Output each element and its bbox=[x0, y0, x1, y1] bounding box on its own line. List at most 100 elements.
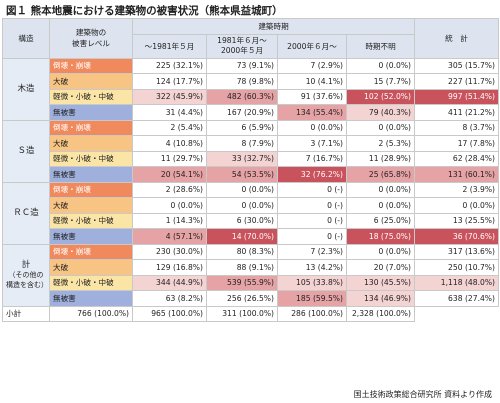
subtotal-label: 小計 bbox=[2, 305, 50, 322]
value-cell: 185 (59.5%) bbox=[277, 290, 347, 307]
value-cell: 63 (8.2%) bbox=[132, 290, 207, 307]
level-cell: 軽微・小破・中破 bbox=[49, 150, 133, 167]
value-cell: 124 (17.7%) bbox=[132, 73, 207, 90]
level-cell: 大破 bbox=[49, 73, 133, 90]
header-period-2: 1981年６月～ 2000年５月 bbox=[206, 33, 278, 59]
value-cell: 4 (57.1%) bbox=[132, 228, 207, 245]
total-cell: 36 (70.6%) bbox=[414, 228, 499, 245]
total-label: 計 bbox=[21, 260, 31, 270]
value-cell: 6 (25.0%) bbox=[346, 212, 415, 229]
value-cell: 79 (40.3%) bbox=[346, 104, 415, 121]
subtotal-cell: 311 (100.0%) bbox=[206, 305, 278, 322]
total-note-line2: 構造を含む） bbox=[6, 281, 48, 289]
value-cell: 102 (52.0%) bbox=[346, 88, 415, 105]
level-cell: 倒壊・崩壊 bbox=[49, 119, 133, 136]
value-cell: 11 (29.7%) bbox=[132, 150, 207, 167]
value-cell: 8 (7.9%) bbox=[206, 135, 278, 152]
value-cell: 0 (-) bbox=[277, 228, 347, 245]
table-row: 軽微・小破・中破 1 (14.3%) 6 (30.0%) 0 (-) 6 (25… bbox=[3, 212, 499, 229]
subtotal-cell: 286 (100.0%) bbox=[277, 305, 347, 322]
subtotal-cell: 2,328 (100.0%) bbox=[346, 305, 415, 322]
level-cell: 軽微・小破・中破 bbox=[49, 212, 133, 229]
total-cell: 411 (21.2%) bbox=[414, 104, 499, 121]
value-cell: 10 (4.1%) bbox=[277, 73, 347, 90]
level-cell: 大破 bbox=[49, 135, 133, 152]
value-cell: 2 (5.3%) bbox=[346, 135, 415, 152]
level-cell: 軽微・小破・中破 bbox=[49, 88, 133, 105]
table-row: 大破 124 (17.7%) 78 (9.8%) 10 (4.1%) 15 (7… bbox=[3, 73, 499, 90]
value-cell: 54 (53.5%) bbox=[206, 166, 278, 183]
total-note-line1: （その他の bbox=[8, 271, 44, 279]
total-cell: 0 (0.0%) bbox=[414, 197, 499, 214]
value-cell: 225 (32.1%) bbox=[132, 57, 207, 74]
value-cell: 0 (0.0%) bbox=[206, 197, 278, 214]
table-row: Ｓ造 倒壊・崩壊 2 (5.4%) 6 (5.9%) 0 (0.0%) 0 (0… bbox=[2, 119, 499, 183]
table-row: 計 （その他の 構造を含む） 倒壊・崩壊 230 (30.0%) 80 (8.3… bbox=[2, 243, 499, 307]
value-cell: 130 (45.5%) bbox=[346, 274, 415, 291]
level-cell: 大破 bbox=[49, 197, 133, 214]
value-cell: 14 (70.0%) bbox=[206, 228, 278, 245]
value-cell: 78 (9.8%) bbox=[206, 73, 278, 90]
value-cell: 88 (9.1%) bbox=[206, 259, 278, 276]
table-row: 木造 倒壊・崩壊 225 (32.1%) 73 (9.1%) 7 (2.9%) … bbox=[2, 57, 499, 121]
total-cell: 997 (51.4%) bbox=[414, 88, 499, 105]
total-cell: 317 (13.6%) bbox=[414, 243, 499, 260]
total-cell: 17 (7.8%) bbox=[414, 135, 499, 152]
value-cell: 230 (30.0%) bbox=[132, 243, 207, 260]
value-cell: 105 (33.8%) bbox=[277, 274, 347, 291]
value-cell: 256 (26.5%) bbox=[206, 290, 278, 307]
value-cell: 25 (65.8%) bbox=[346, 166, 415, 183]
value-cell: 1 (14.3%) bbox=[132, 212, 207, 229]
value-cell: 2 (28.6%) bbox=[132, 181, 207, 198]
value-cell: 0 (0.0%) bbox=[277, 119, 347, 136]
level-cell: 大破 bbox=[49, 259, 133, 276]
total-cell: 638 (27.4%) bbox=[414, 290, 499, 307]
level-cell: 倒壊・崩壊 bbox=[49, 243, 133, 260]
subtotal-row: 小計 766 (100.0%) 965 (100.0%) 311 (100.0%… bbox=[2, 305, 499, 322]
total-cell: 13 (25.5%) bbox=[414, 212, 499, 229]
source-note: 国土技術政策総合研究所 資料より作成 bbox=[353, 390, 492, 399]
header-p2-line1: 1981年６月～ bbox=[217, 36, 267, 45]
value-cell: 20 (7.0%) bbox=[346, 259, 415, 276]
damage-table: 構造 建築物の 被害レベル 建築時期 統 計 ～1981年５月 1981年６月～… bbox=[2, 18, 499, 322]
value-cell: 7 (2.3%) bbox=[277, 243, 347, 260]
value-cell: 0 (0.0%) bbox=[346, 243, 415, 260]
level-cell: 無被害 bbox=[49, 228, 133, 245]
total-cell: 227 (11.7%) bbox=[414, 73, 499, 90]
value-cell: 18 (75.0%) bbox=[346, 228, 415, 245]
header-p2-line2: 2000年５月 bbox=[220, 46, 264, 55]
table-row: 大破 129 (16.8%) 88 (9.1%) 13 (4.2%) 20 (7… bbox=[3, 259, 499, 276]
total-cell: 1,118 (48.0%) bbox=[414, 274, 499, 291]
value-cell: 0 (0.0%) bbox=[346, 119, 415, 136]
value-cell: 0 (-) bbox=[277, 197, 347, 214]
value-cell: 91 (37.6%) bbox=[277, 88, 347, 105]
table-row: 軽微・小破・中破 344 (44.9%) 539 (55.9%) 105 (33… bbox=[3, 274, 499, 291]
value-cell: 344 (44.9%) bbox=[132, 274, 207, 291]
value-cell: 6 (30.0%) bbox=[206, 212, 278, 229]
table-row: 無被害 4 (57.1%) 14 (70.0%) 0 (-) 18 (75.0%… bbox=[3, 228, 499, 245]
value-cell: 0 (-) bbox=[277, 212, 347, 229]
subtotal-cell: 965 (100.0%) bbox=[132, 305, 207, 322]
value-cell: 129 (16.8%) bbox=[132, 259, 207, 276]
table-row: 軽微・小破・中破 322 (45.9%) 482 (60.3%) 91 (37.… bbox=[3, 88, 499, 105]
value-cell: 134 (55.4%) bbox=[277, 104, 347, 121]
header-structure: 構造 bbox=[2, 18, 50, 59]
value-cell: 32 (76.2%) bbox=[277, 166, 347, 183]
value-cell: 0 (0.0%) bbox=[346, 57, 415, 74]
table-row: 大破 4 (10.8%) 8 (7.9%) 3 (7.1%) 2 (5.3%) … bbox=[3, 135, 499, 152]
level-cell: 軽微・小破・中破 bbox=[49, 274, 133, 291]
total-cell: 305 (15.7%) bbox=[414, 57, 499, 74]
level-cell: 倒壊・崩壊 bbox=[49, 181, 133, 198]
value-cell: 0 (0.0%) bbox=[206, 181, 278, 198]
figure-title: 図１ 熊本地震における建築物の被害状況（熊本県益城町） bbox=[6, 5, 283, 17]
value-cell: 31 (4.4%) bbox=[132, 104, 207, 121]
level-cell: 無被害 bbox=[49, 166, 133, 183]
total-cell: 2 (3.9%) bbox=[414, 181, 499, 198]
structure-wood: 木造 bbox=[2, 57, 50, 121]
value-cell: 322 (45.9%) bbox=[132, 88, 207, 105]
level-cell: 倒壊・崩壊 bbox=[49, 57, 133, 74]
header-damage-level: 建築物の 被害レベル bbox=[49, 18, 133, 59]
header-period-3: 2000年６月～ bbox=[277, 33, 347, 59]
value-cell: 80 (8.3%) bbox=[206, 243, 278, 260]
table-row: 無被害 63 (8.2%) 256 (26.5%) 185 (59.5%) 13… bbox=[3, 290, 499, 307]
